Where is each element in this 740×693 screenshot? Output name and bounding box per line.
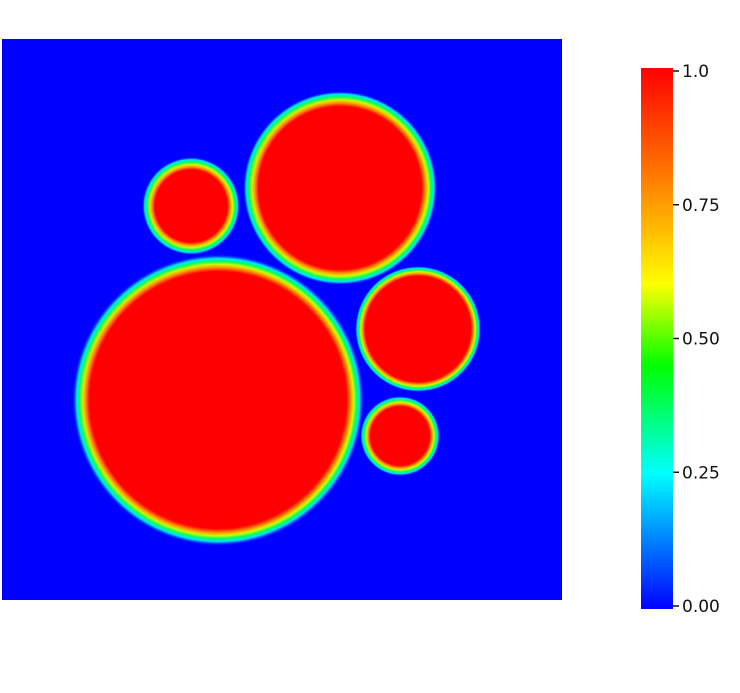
colorbar-tick-label: 0.50 [682,330,720,350]
colorbar-tick-label: 0.25 [682,463,720,483]
droplet-bottom-right [360,396,440,476]
colorbar-tick-label: 0.00 [682,597,720,617]
colorbar-tick-label: 1.0 [682,62,709,82]
droplet-large [72,254,364,546]
droplet-top-left [142,157,240,255]
colorbar-ticks: 1.0 0.75 0.50 0.25 0.00 [673,62,720,617]
colorbar: 1.0 0.75 0.50 0.25 0.00 [641,62,720,617]
droplets [72,91,481,546]
droplet-top [243,91,437,285]
droplet-right [355,266,481,392]
colorbar-gradient [641,68,673,609]
colorbar-tick-label: 0.75 [682,196,720,216]
